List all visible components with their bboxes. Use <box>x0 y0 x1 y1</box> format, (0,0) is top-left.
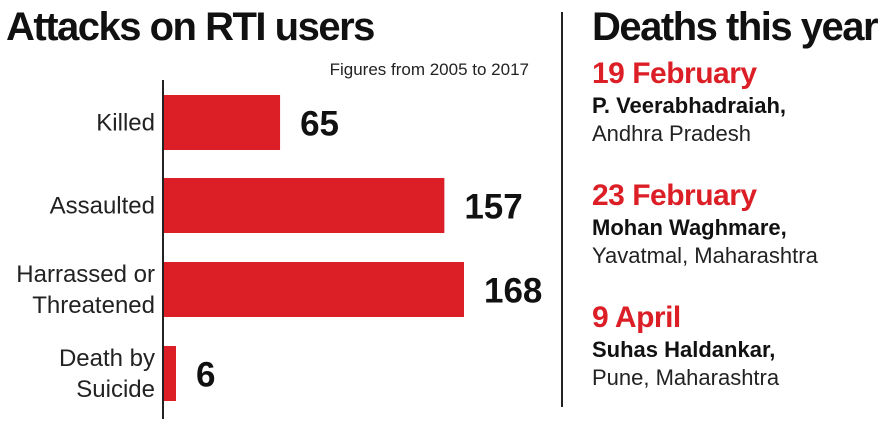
victim-name: P. Veerabhadraiah, <box>592 93 787 118</box>
category-label: Assaulted <box>50 193 155 220</box>
victim-place: Andhra Pradesh <box>592 121 751 146</box>
bar <box>164 178 445 233</box>
value-label: 65 <box>300 105 339 144</box>
death-entry: 9 April Suhas Haldankar, Pune, Maharasht… <box>592 300 884 422</box>
death-entry: 23 February Mohan Waghmare, Yavatmal, Ma… <box>592 178 884 300</box>
death-date: 9 April <box>592 301 681 334</box>
deaths-list: 19 February P. Veerabhadraiah, Andhra Pr… <box>592 56 884 422</box>
value-label: 157 <box>464 188 522 227</box>
panel-divider <box>561 12 563 407</box>
bar <box>164 262 464 317</box>
victim-name: Suhas Haldankar, <box>592 337 776 362</box>
victim-place: Yavatmal, Maharashtra <box>592 243 818 268</box>
bar <box>164 95 281 150</box>
category-label: Killed <box>96 110 155 137</box>
death-date: 23 February <box>592 179 757 212</box>
victim-name: Mohan Waghmare, <box>592 215 787 240</box>
bar-chart: Killed 65 Assaulted 157 Harrassed or Threaten… <box>16 80 542 419</box>
deaths-title: Deaths this year <box>592 5 879 49</box>
chart-subtitle: Figures from 2005 to 2017 <box>329 60 529 79</box>
category-label: Harrassed or Threatened <box>16 261 155 319</box>
chart-title: Attacks on RTI users <box>6 5 375 49</box>
value-label: 6 <box>196 356 215 395</box>
death-date: 19 February <box>592 57 757 90</box>
victim-place: Pune, Maharashtra <box>592 365 780 390</box>
category-label: Death by Suicide <box>59 345 155 403</box>
death-entry: 19 February P. Veerabhadraiah, Andhra Pr… <box>592 56 884 178</box>
value-label: 168 <box>484 272 542 311</box>
bar <box>164 346 176 401</box>
